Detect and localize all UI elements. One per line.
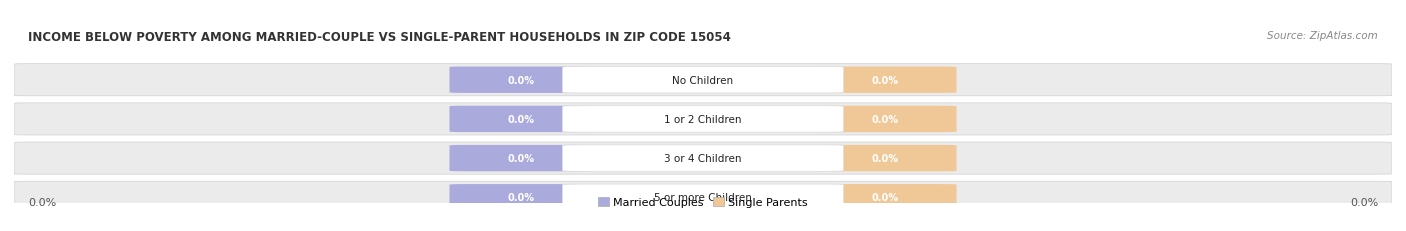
FancyBboxPatch shape	[14, 181, 1392, 213]
FancyBboxPatch shape	[813, 184, 956, 211]
FancyBboxPatch shape	[450, 145, 593, 172]
FancyBboxPatch shape	[813, 106, 956, 133]
Text: 0.0%: 0.0%	[872, 114, 898, 124]
Text: 0.0%: 0.0%	[872, 75, 898, 85]
Text: No Children: No Children	[672, 75, 734, 85]
FancyBboxPatch shape	[450, 67, 593, 94]
Text: 0.0%: 0.0%	[872, 153, 898, 163]
FancyBboxPatch shape	[14, 64, 1392, 96]
FancyBboxPatch shape	[562, 145, 844, 172]
Text: 1 or 2 Children: 1 or 2 Children	[664, 114, 742, 124]
FancyBboxPatch shape	[450, 106, 593, 133]
Text: 0.0%: 0.0%	[872, 192, 898, 202]
FancyBboxPatch shape	[813, 145, 956, 172]
FancyBboxPatch shape	[813, 67, 956, 94]
Text: INCOME BELOW POVERTY AMONG MARRIED-COUPLE VS SINGLE-PARENT HOUSEHOLDS IN ZIP COD: INCOME BELOW POVERTY AMONG MARRIED-COUPL…	[28, 30, 731, 43]
FancyBboxPatch shape	[562, 184, 844, 211]
Text: 0.0%: 0.0%	[508, 114, 534, 124]
FancyBboxPatch shape	[562, 106, 844, 133]
Text: Source: ZipAtlas.com: Source: ZipAtlas.com	[1267, 30, 1378, 40]
FancyBboxPatch shape	[450, 184, 593, 211]
FancyBboxPatch shape	[562, 67, 844, 94]
Text: 0.0%: 0.0%	[508, 75, 534, 85]
Text: 0.0%: 0.0%	[508, 192, 534, 202]
Text: 0.0%: 0.0%	[28, 197, 56, 207]
Text: 0.0%: 0.0%	[508, 153, 534, 163]
Text: 5 or more Children: 5 or more Children	[654, 192, 752, 202]
FancyBboxPatch shape	[14, 143, 1392, 174]
Text: 0.0%: 0.0%	[1350, 197, 1378, 207]
FancyBboxPatch shape	[14, 103, 1392, 135]
Text: 3 or 4 Children: 3 or 4 Children	[664, 153, 742, 163]
Legend: Married Couples, Single Parents: Married Couples, Single Parents	[593, 193, 813, 212]
